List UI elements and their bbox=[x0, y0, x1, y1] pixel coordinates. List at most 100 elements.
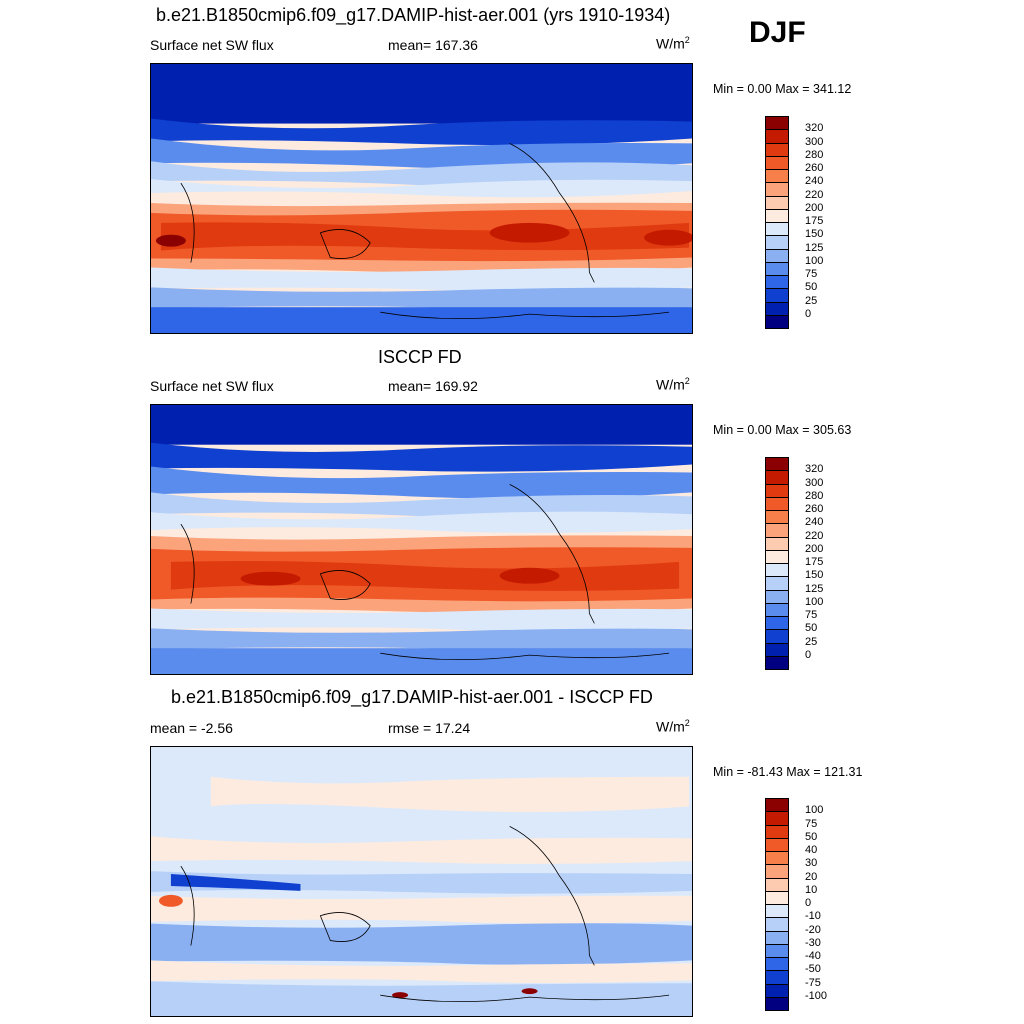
colorbar-swatch bbox=[765, 261, 789, 276]
colorbar-swatch bbox=[765, 523, 789, 538]
colorbar-swatch bbox=[765, 917, 789, 932]
colorbar-tick-label: 0 bbox=[805, 307, 812, 320]
colorbar-tick-label: -100 bbox=[805, 989, 828, 1002]
colorbar-swatch bbox=[765, 970, 789, 985]
colorbar-swatch bbox=[765, 996, 789, 1011]
colorbar-tick-label: 100 bbox=[805, 804, 824, 817]
colorbar-tick-label: 240 bbox=[805, 516, 824, 529]
colorbar-tick-label: 50 bbox=[805, 281, 818, 294]
colorbar-tick-label: 175 bbox=[805, 215, 824, 227]
colorbar-swatch bbox=[765, 510, 789, 525]
colorbar-tick-label: 220 bbox=[805, 188, 824, 201]
panel-3-title: b.e21.B1850cmip6.f09_g17.DAMIP-hist-aer.… bbox=[171, 687, 653, 707]
colorbar-swatch bbox=[765, 248, 789, 263]
colorbar-tick-label: -50 bbox=[805, 963, 821, 976]
colorbar-swatch bbox=[765, 208, 789, 223]
colorbar-tick-label: 0 bbox=[805, 648, 812, 661]
colorbar-swatch bbox=[765, 457, 789, 472]
colorbar-tick-label: 100 bbox=[805, 595, 824, 608]
colorbar-swatch bbox=[765, 288, 789, 303]
colorbar-swatch bbox=[765, 864, 789, 879]
colorbar-swatch bbox=[765, 983, 789, 998]
colorbar-swatch bbox=[765, 301, 789, 316]
colorbar-tick-label: 25 bbox=[805, 635, 818, 648]
colorbar-swatch bbox=[765, 655, 789, 670]
colorbar-tick-label: 50 bbox=[805, 622, 818, 635]
colorbar-tick-label: 75 bbox=[805, 268, 818, 280]
colorbar-swatch bbox=[765, 182, 789, 197]
colorbar-swatch bbox=[765, 470, 789, 485]
colorbar-swatch bbox=[765, 142, 789, 157]
panel-3-minmax: Min = -81.43 Max = 121.31 bbox=[713, 765, 863, 779]
colorbar-swatch bbox=[765, 549, 789, 564]
colorbar-tick-label: 125 bbox=[805, 241, 824, 254]
colorbar-tick-label: 100 bbox=[805, 254, 824, 267]
colorbar-tick-label: -20 bbox=[805, 923, 821, 936]
colorbar-tick-label: 175 bbox=[805, 556, 824, 568]
colorbar-tick-label: -10 bbox=[805, 910, 821, 923]
panel-1-units: W/m2 bbox=[656, 35, 690, 52]
colorbar-tick-label: 280 bbox=[805, 148, 824, 161]
colorbar-swatch bbox=[765, 602, 789, 617]
colorbar-tick-label: 20 bbox=[805, 870, 818, 883]
colorbar-tick-label: 260 bbox=[805, 503, 824, 515]
season-label: DJF bbox=[749, 16, 806, 49]
colorbar-tick-label: 50 bbox=[805, 830, 818, 843]
colorbar-swatch bbox=[765, 877, 789, 892]
colorbar-swatch bbox=[765, 576, 789, 591]
colorbar-tick-label: 300 bbox=[805, 476, 824, 489]
colorbar-tick-label: -40 bbox=[805, 950, 821, 962]
colorbar-swatch bbox=[765, 616, 789, 631]
colorbar-tick-label: 25 bbox=[805, 294, 818, 307]
colorbar-swatch bbox=[765, 314, 789, 329]
colorbar-swatch bbox=[765, 943, 789, 958]
panel-1-variable-label: Surface net SW flux bbox=[150, 37, 274, 53]
panel-3-units: W/m2 bbox=[656, 718, 690, 735]
colorbar-swatch bbox=[765, 235, 789, 250]
colorbar-tick-label: 220 bbox=[805, 529, 824, 542]
colorbar-tick-label: 0 bbox=[805, 897, 812, 909]
panel-2-mean-label: mean= 169.92 bbox=[388, 378, 478, 394]
colorbar-swatch bbox=[765, 811, 789, 826]
colorbar-swatch bbox=[765, 275, 789, 290]
colorbar-swatch bbox=[765, 957, 789, 972]
panel-1-title: b.e21.B1850cmip6.f09_g17.DAMIP-hist-aer.… bbox=[156, 5, 671, 25]
colorbar-tick-label: 320 bbox=[805, 463, 824, 476]
colorbar-tick-label: 40 bbox=[805, 844, 818, 856]
panel-2-title: ISCCP FD bbox=[378, 347, 462, 367]
colorbar-swatch bbox=[765, 563, 789, 578]
panel-3-mean-label: mean = -2.56 bbox=[150, 720, 233, 736]
colorbar-swatch bbox=[765, 483, 789, 498]
colorbar-swatch bbox=[765, 116, 789, 131]
colorbar-tick-label: 280 bbox=[805, 489, 824, 502]
colorbar-swatch bbox=[765, 837, 789, 852]
colorbar-tick-label: 300 bbox=[805, 135, 824, 148]
panel-3-rmse-label: rmse = 17.24 bbox=[388, 720, 471, 736]
colorbar-tick-label: 150 bbox=[805, 569, 824, 582]
colorbar-swatch bbox=[765, 155, 789, 170]
colorbar-swatch bbox=[765, 536, 789, 551]
colorbar-tick-label: 200 bbox=[805, 542, 824, 555]
colorbar-swatch bbox=[765, 851, 789, 866]
colorbar-tick-label: 240 bbox=[805, 175, 824, 188]
panel-3-map bbox=[150, 746, 693, 1017]
panel-2-variable-label: Surface net SW flux bbox=[150, 378, 274, 394]
colorbar-tick-label: 320 bbox=[805, 122, 824, 135]
colorbar-swatch bbox=[765, 496, 789, 511]
panel-2-units: W/m2 bbox=[656, 376, 690, 393]
colorbar-swatch bbox=[765, 195, 789, 210]
panel-2-map bbox=[150, 404, 693, 675]
panel-2-minmax: Min = 0.00 Max = 305.63 bbox=[713, 423, 852, 437]
panel-3-colorbar: 100 75 50 40 30 20 10 0 -10 -20 -30 -40 -50 -75 -100 bbox=[765, 798, 827, 1011]
colorbar-tick-label: -30 bbox=[805, 936, 821, 949]
panel-1-mean-label: mean= 167.36 bbox=[388, 37, 478, 53]
colorbar-swatch bbox=[765, 169, 789, 184]
colorbar-swatch bbox=[765, 904, 789, 919]
colorbar-swatch bbox=[765, 930, 789, 945]
colorbar-swatch bbox=[765, 222, 789, 237]
colorbar-swatch bbox=[765, 890, 789, 905]
panel-2-colorbar: 320 300 280 260 240 220 200 175 150 125 100 75 50 25 0 bbox=[765, 457, 823, 670]
panel-1-map bbox=[150, 63, 693, 334]
colorbar-tick-label: 75 bbox=[805, 817, 818, 830]
colorbar-tick-label: 260 bbox=[805, 162, 824, 174]
